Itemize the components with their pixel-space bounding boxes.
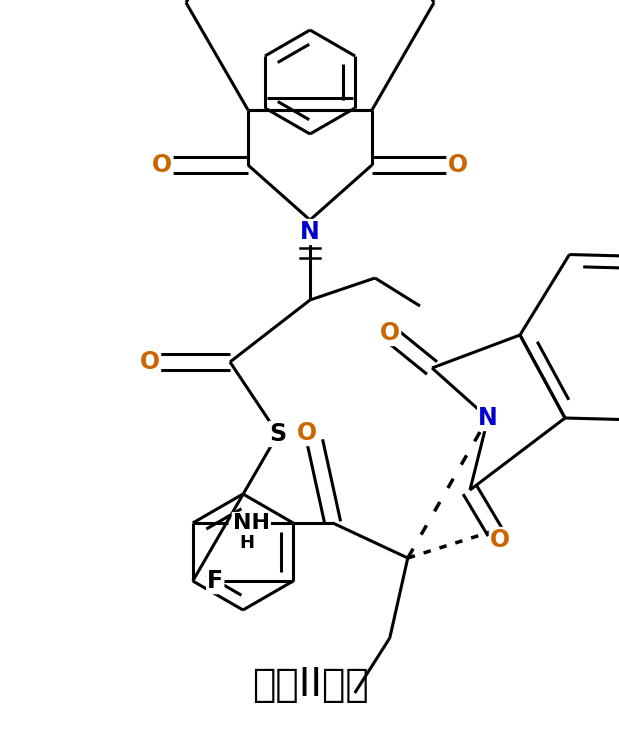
Text: 式（II）。: 式（II）。 <box>252 666 368 704</box>
Text: O: O <box>140 350 160 374</box>
Text: NH: NH <box>233 513 270 533</box>
Text: O: O <box>152 153 173 177</box>
Text: O: O <box>297 421 317 445</box>
Text: N: N <box>300 220 320 244</box>
Text: H: H <box>240 534 254 552</box>
Text: N: N <box>478 406 498 430</box>
Text: O: O <box>380 321 400 345</box>
Text: O: O <box>448 153 468 177</box>
Text: O: O <box>490 528 510 552</box>
Text: S: S <box>269 422 287 446</box>
Text: F: F <box>207 569 223 593</box>
